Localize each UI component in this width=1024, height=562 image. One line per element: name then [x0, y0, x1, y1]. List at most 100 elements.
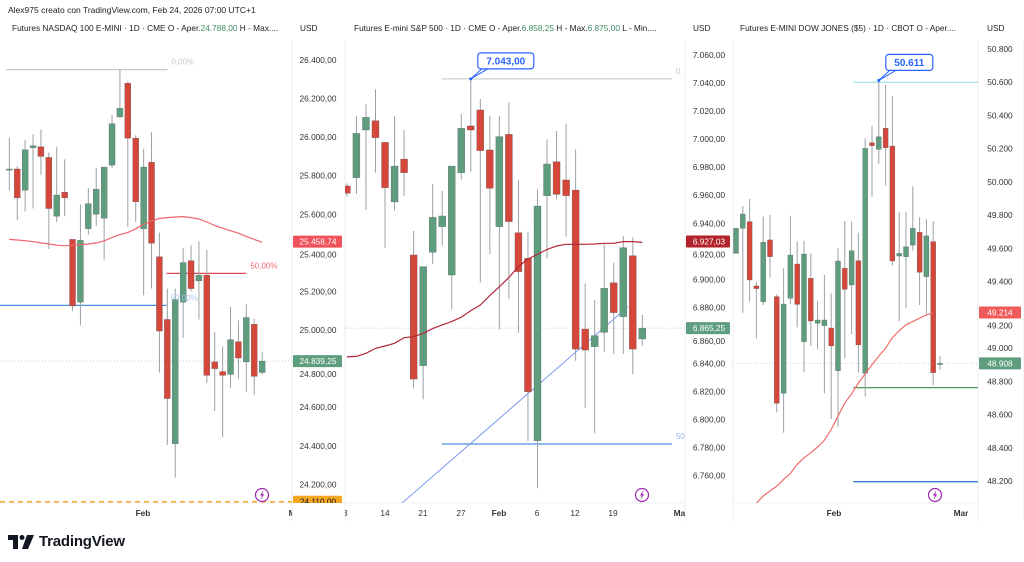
- lightning-icon[interactable]: [927, 487, 943, 503]
- candle[interactable]: [774, 294, 780, 413]
- candle[interactable]: [896, 212, 902, 322]
- candle[interactable]: [591, 299, 599, 434]
- candle[interactable]: [124, 81, 131, 227]
- chart-panel-1[interactable]: 0,00% 50,00% 50,00% 26.400,00 26.200,00 26.00…: [0, 40, 346, 521]
- panel-1-currency[interactable]: USD: [300, 23, 318, 33]
- candle[interactable]: [362, 104, 370, 210]
- candle[interactable]: [21, 140, 29, 212]
- candle[interactable]: [164, 288, 171, 445]
- moving-average-line[interactable]: [9, 215, 263, 247]
- moving-average-line[interactable]: [346, 241, 643, 358]
- candle[interactable]: [794, 241, 800, 328]
- candle[interactable]: [132, 135, 139, 223]
- panel-1-title[interactable]: Futures NASDAQ 100 E-MINI · 1D · CME O -…: [12, 23, 282, 33]
- candle[interactable]: [179, 248, 187, 338]
- candle[interactable]: [923, 219, 930, 315]
- candle[interactable]: [855, 232, 862, 373]
- candle[interactable]: [61, 159, 68, 217]
- candle[interactable]: [29, 134, 37, 209]
- panel-2-currency[interactable]: USD: [693, 23, 711, 33]
- chart-panel-2[interactable]: 0. 50 7.043,00 7.060,00 7.040,00 7.020,00 7.00…: [338, 40, 734, 521]
- candle[interactable]: [409, 230, 418, 389]
- candle[interactable]: [740, 206, 746, 313]
- plot-area[interactable]: [733, 80, 978, 514]
- candle[interactable]: [733, 228, 739, 254]
- candle[interactable]: [514, 179, 523, 333]
- candle[interactable]: [108, 114, 116, 169]
- candle[interactable]: [140, 148, 147, 296]
- candle[interactable]: [37, 129, 45, 175]
- candle[interactable]: [400, 130, 408, 196]
- time-axis[interactable]: Feb Mar: [136, 508, 305, 518]
- candle[interactable]: [381, 142, 389, 248]
- candle[interactable]: [876, 80, 882, 164]
- panel-3-currency[interactable]: USD: [987, 23, 1005, 33]
- candle[interactable]: [835, 248, 841, 427]
- candle[interactable]: [219, 346, 226, 438]
- candle[interactable]: [148, 132, 155, 289]
- plot-area[interactable]: [343, 78, 685, 503]
- candle[interactable]: [211, 331, 218, 412]
- candle[interactable]: [371, 89, 380, 173]
- candle[interactable]: [195, 241, 203, 320]
- candle[interactable]: [808, 253, 814, 346]
- candle[interactable]: [910, 186, 916, 251]
- time-axis[interactable]: Feb Mar: [827, 508, 970, 518]
- candle[interactable]: [746, 199, 753, 302]
- lightning-icon[interactable]: [254, 487, 270, 503]
- candle[interactable]: [848, 221, 855, 334]
- candle[interactable]: [869, 125, 875, 197]
- candle[interactable]: [251, 318, 258, 395]
- price-callout[interactable]: 7.043,00: [469, 52, 535, 81]
- candle[interactable]: [6, 138, 13, 191]
- candle[interactable]: [77, 204, 84, 326]
- candle[interactable]: [562, 124, 570, 237]
- candle[interactable]: [600, 244, 608, 352]
- price-axis[interactable]: 7.060,00 7.040,00 7.020,00 7.000,00 6.980,00…: [686, 50, 730, 481]
- candle[interactable]: [45, 152, 52, 250]
- candle[interactable]: [903, 212, 909, 308]
- candle[interactable]: [53, 146, 60, 223]
- candle[interactable]: [760, 216, 766, 306]
- candle[interactable]: [801, 240, 807, 373]
- candle[interactable]: [467, 78, 475, 172]
- candle[interactable]: [486, 116, 494, 254]
- candle[interactable]: [476, 99, 484, 283]
- candle[interactable]: [753, 281, 760, 339]
- candle[interactable]: [457, 114, 465, 180]
- candle[interactable]: [930, 220, 936, 385]
- price-axis[interactable]: 26.400,00 26.200,00 26.000,00 25.800,00 25.6…: [293, 55, 342, 508]
- price-callout[interactable]: 50.611: [877, 53, 934, 82]
- candle[interactable]: [842, 220, 848, 359]
- candle[interactable]: [889, 96, 896, 266]
- candle[interactable]: [571, 149, 580, 361]
- candle[interactable]: [814, 300, 821, 350]
- candle[interactable]: [882, 85, 889, 186]
- candle[interactable]: [390, 116, 399, 211]
- candle[interactable]: [243, 304, 250, 392]
- candle[interactable]: [828, 293, 834, 420]
- candle[interactable]: [619, 236, 627, 354]
- price-axis[interactable]: 50.800 50.600 50.400 50.200 50.000 49.800 49.6…: [979, 44, 1021, 486]
- candle[interactable]: [429, 184, 437, 264]
- candle[interactable]: [638, 314, 646, 346]
- candle[interactable]: [524, 231, 532, 442]
- candle[interactable]: [438, 191, 446, 246]
- candle[interactable]: [69, 239, 76, 311]
- candle[interactable]: [505, 102, 513, 300]
- moving-average-line[interactable]: [755, 312, 934, 515]
- candle[interactable]: [629, 237, 637, 375]
- candle[interactable]: [916, 217, 923, 306]
- candle[interactable]: [495, 116, 504, 330]
- candle[interactable]: [116, 69, 124, 118]
- candle[interactable]: [352, 116, 361, 194]
- candle[interactable]: [187, 245, 195, 292]
- candle[interactable]: [14, 166, 21, 221]
- panel-3-title[interactable]: Futures E-MINI DOW JONES ($5) · 1D · CBO…: [740, 23, 972, 33]
- candle[interactable]: [227, 306, 234, 388]
- candle[interactable]: [235, 320, 242, 380]
- candle[interactable]: [172, 288, 179, 478]
- time-axis[interactable]: 13 14 21 27 Feb 6 12 19 Mar: [338, 508, 689, 518]
- candle[interactable]: [156, 232, 163, 373]
